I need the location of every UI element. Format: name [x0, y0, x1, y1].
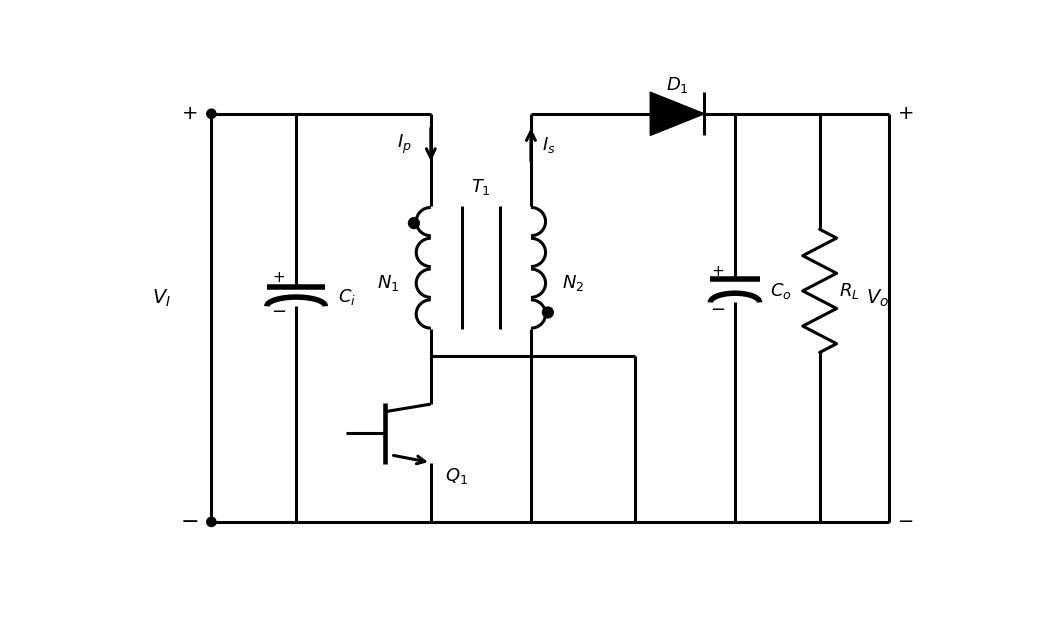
Text: $D_1$: $D_1$ — [666, 75, 688, 94]
Text: $C_o$: $C_o$ — [769, 281, 792, 301]
Polygon shape — [650, 93, 704, 135]
Text: $V_o$: $V_o$ — [866, 288, 889, 309]
Text: $R_L$: $R_L$ — [839, 281, 860, 301]
Text: $C_i$: $C_i$ — [338, 287, 356, 307]
Text: +: + — [273, 270, 286, 285]
Circle shape — [543, 307, 553, 318]
Text: $Q_1$: $Q_1$ — [445, 466, 468, 486]
Text: $I_p$: $I_p$ — [396, 133, 411, 156]
Text: +: + — [711, 264, 724, 279]
Text: −: − — [272, 304, 287, 322]
Text: $I_s$: $I_s$ — [543, 135, 557, 155]
Text: $N_1$: $N_1$ — [377, 273, 399, 293]
Circle shape — [207, 109, 216, 119]
Text: −: − — [180, 512, 199, 532]
Text: $N_2$: $N_2$ — [562, 273, 584, 293]
Text: $T_1$: $T_1$ — [471, 177, 491, 197]
Circle shape — [207, 517, 216, 527]
Text: $V_I$: $V_I$ — [152, 288, 171, 309]
Circle shape — [409, 218, 419, 229]
Text: +: + — [898, 104, 914, 124]
Text: +: + — [181, 104, 198, 124]
Text: −: − — [898, 512, 914, 532]
Text: −: − — [710, 301, 725, 319]
